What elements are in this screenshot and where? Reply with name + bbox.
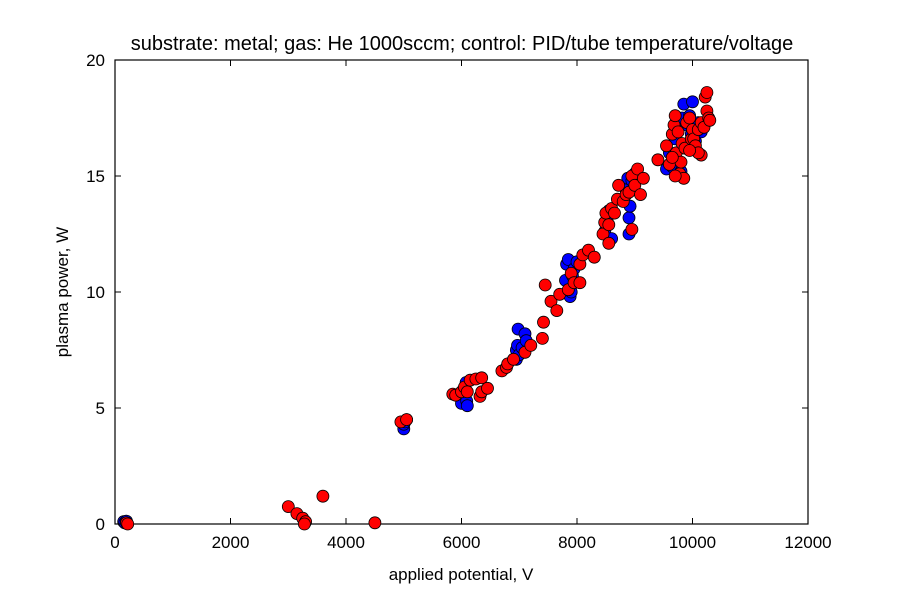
data-point-series-1-1 (121, 517, 135, 531)
data-point-series-1-74 (683, 111, 696, 125)
x-tick-label: 0 (110, 533, 119, 552)
data-point-series-1-91 (668, 169, 682, 183)
data-point-series-1-60 (651, 153, 665, 167)
data-point-series-1-57 (631, 162, 644, 176)
data-point-series-1-10 (400, 413, 414, 427)
data-point-series-1-28 (536, 331, 549, 345)
data-point-series-1-29 (537, 315, 550, 329)
data-point-series-1-37 (573, 276, 587, 290)
y-axis-title: plasma power, W (53, 227, 72, 357)
data-point-series-1-90 (665, 150, 679, 164)
x-tick-label: 12000 (784, 533, 831, 552)
x-tick-label: 2000 (212, 533, 250, 552)
data-point-series-1-15 (460, 385, 474, 399)
data-point-series-1-58 (634, 188, 647, 202)
data-point-series-1-30 (538, 278, 552, 292)
data-point-series-1-41 (587, 250, 601, 264)
data-point-series-0-12 (460, 399, 474, 413)
data-point-series-1-31 (544, 294, 558, 308)
data-point-series-1-61 (660, 139, 673, 153)
x-axis-title: applied potential, V (389, 565, 534, 584)
ticks-layer: 0 2000 4000 6000 8000 10000 12000 0 5 10 15 20 (86, 51, 832, 552)
data-point-series-1-27 (524, 338, 538, 352)
x-tick-label: 4000 (327, 533, 365, 552)
data-point-series-1-56 (628, 178, 642, 192)
data-point-series-1-25 (507, 352, 520, 366)
data-point-series-1-32 (550, 304, 564, 318)
x-tick-label: 6000 (443, 533, 481, 552)
data-point-series-1-48 (608, 206, 621, 220)
data-point-series-1-54 (625, 222, 639, 236)
data-point-series-1-89 (683, 144, 696, 157)
data-point-series-1-8 (368, 516, 382, 530)
y-tick-label: 10 (86, 283, 105, 302)
y-tick-label: 0 (96, 515, 105, 534)
data-point-series-1-87 (703, 113, 717, 127)
data-point-series-1-21 (481, 381, 494, 395)
data-point-series-1-84 (700, 86, 714, 99)
data-point-series-1-45 (602, 218, 616, 232)
data-point-series-1-59 (637, 171, 650, 185)
points-layer (117, 86, 717, 531)
x-tick-label: 10000 (669, 533, 716, 552)
data-point-series-1-6 (297, 517, 311, 531)
y-tick-label: 20 (86, 51, 105, 70)
data-point-series-1-65 (668, 109, 682, 123)
data-point-series-1-20 (475, 371, 489, 385)
data-point-series-1-7 (316, 489, 330, 503)
chart-title: substrate: metal; gas: He 1000sccm; cont… (131, 33, 794, 55)
y-tick-label: 15 (86, 167, 105, 186)
data-point-series-0-52 (686, 95, 699, 109)
y-tick-label: 5 (96, 399, 105, 418)
data-point-series-1-50 (612, 178, 625, 192)
x-tick-label: 8000 (558, 533, 596, 552)
data-point-series-0-35 (622, 211, 636, 225)
data-point-series-1-2 (281, 500, 295, 514)
data-point-series-1-67 (671, 125, 685, 139)
data-point-series-1-46 (602, 236, 616, 250)
